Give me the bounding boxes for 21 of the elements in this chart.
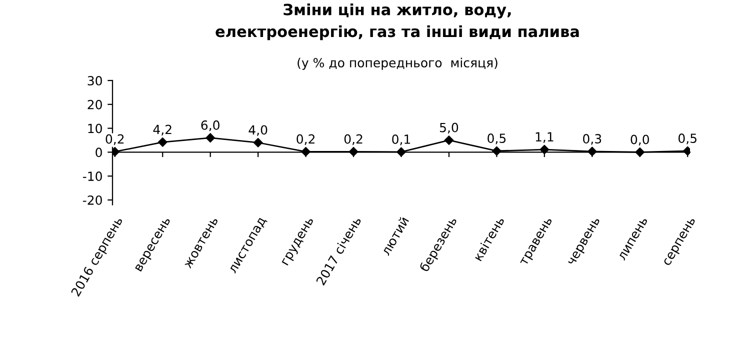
data-label: 0,5 xyxy=(488,134,506,144)
data-label: 5,0 xyxy=(440,122,458,134)
data-label: 0,1 xyxy=(392,134,410,146)
y-tick-label: -20 xyxy=(82,195,102,205)
data-label: 0,2 xyxy=(296,134,314,146)
y-tick-label: 30 xyxy=(88,76,102,86)
data-label: 6,0 xyxy=(201,120,220,132)
y-tick-label: -10 xyxy=(82,172,102,182)
chart-subtitle: (у % до попереднього місяця) xyxy=(298,58,498,70)
data-label: 0,0 xyxy=(630,134,649,146)
y-tick-label: 10 xyxy=(88,124,102,134)
data-label: 4,0 xyxy=(248,125,268,136)
data-label: 4,2 xyxy=(153,124,172,136)
data-label: 0,2 xyxy=(106,134,124,146)
chart-title: Зміни цін на житло, воду, електроенергію, газ та інші види палива xyxy=(216,4,579,40)
data-label: 1,1 xyxy=(536,132,554,143)
data-label: 0,2 xyxy=(344,134,362,146)
y-tick-label: 20 xyxy=(88,100,102,110)
data-label: 0,3 xyxy=(583,134,602,145)
data-label: 0,5 xyxy=(678,134,696,144)
y-tick-label: 0 xyxy=(96,148,102,158)
